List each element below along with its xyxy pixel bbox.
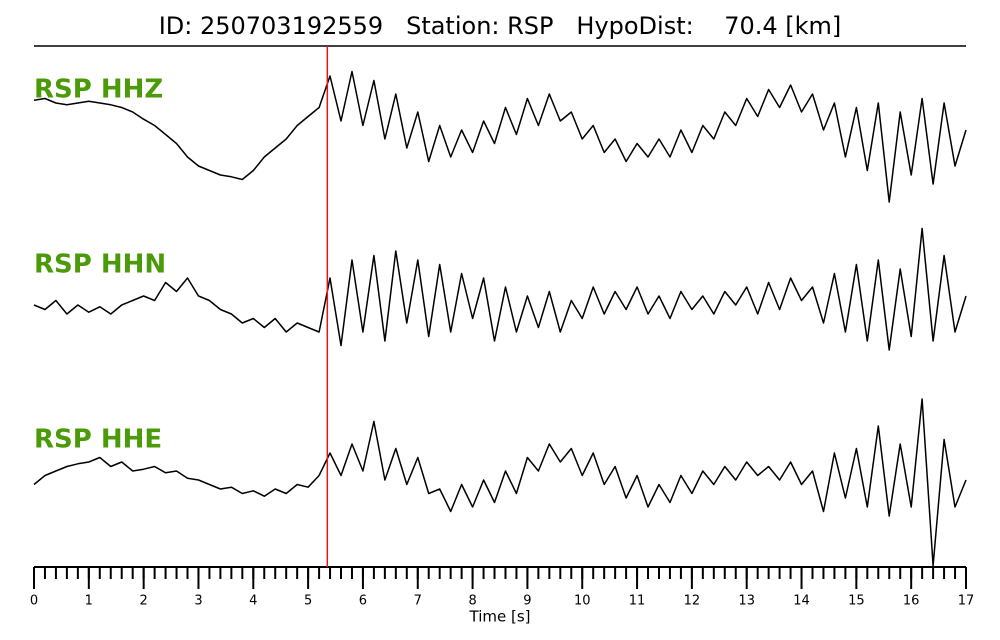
x-tick-label: 1: [85, 594, 93, 609]
x-tick-label: 14: [793, 594, 810, 609]
x-tick-label: 6: [359, 594, 367, 609]
x-tick-label: 3: [194, 594, 202, 609]
x-tick-label: 10: [574, 594, 591, 609]
x-tick-label: 16: [903, 594, 920, 609]
x-tick-label: 17: [958, 594, 975, 609]
trace: [33, 398, 967, 567]
x-tick-label: 4: [249, 594, 257, 609]
trace-label: RSP HHE: [34, 425, 162, 455]
trace: [33, 227, 967, 351]
x-tick-label: 5: [304, 594, 312, 609]
x-tick-label: 7: [414, 594, 422, 609]
trace: [33, 70, 967, 203]
trace-label: RSP HHZ: [34, 75, 163, 105]
x-tick-label: 2: [140, 594, 148, 609]
x-tick-label: 15: [848, 594, 865, 609]
x-tick-label: 0: [30, 594, 38, 609]
chart-title: ID: 250703192559 Station: RSP HypoDist: …: [159, 12, 842, 40]
x-tick-label: 13: [738, 594, 755, 609]
x-tick-label: 12: [684, 594, 701, 609]
x-axis-label: Time [s]: [469, 608, 531, 626]
trace-label: RSP HHN: [34, 250, 166, 280]
x-tick-label: 8: [468, 594, 476, 609]
x-tick-label: 11: [629, 594, 646, 609]
x-tick-label: 9: [523, 594, 531, 609]
